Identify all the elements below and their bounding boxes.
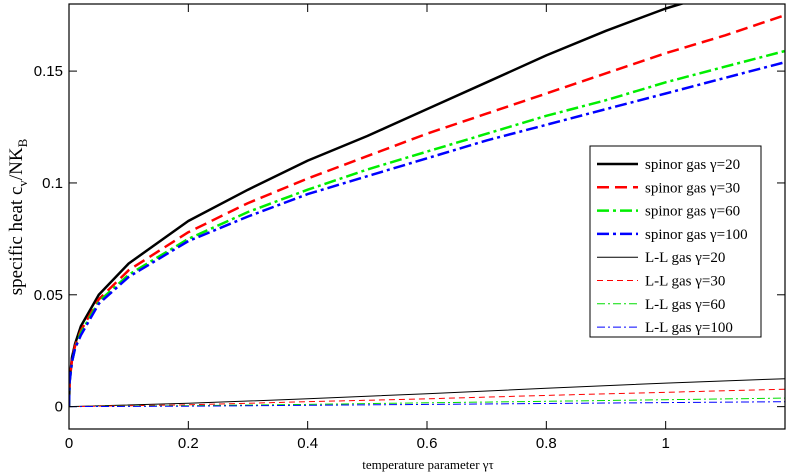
legend: spinor gas γ=20 spinor gas γ=30 spinor gas… — [589, 145, 762, 338]
legend-label: spinor gas γ=20 — [645, 157, 740, 173]
series-layer — [69, 4, 785, 408]
y-tick-label: 0.1 — [42, 175, 63, 192]
ticks-layer: 0 0.2 0.4 0.6 0.8 1 0 0.05 0.1 0.15 — [34, 4, 785, 452]
legend-box — [589, 145, 762, 338]
y-tick-label: 0.05 — [34, 287, 63, 304]
x-tick-label: 0.8 — [536, 435, 557, 452]
x-tick-label: 0.4 — [297, 435, 318, 452]
x-axis-label: temperature parameter γτ — [362, 457, 494, 472]
legend-label: L-L gas γ=60 — [645, 297, 725, 313]
y-tick-label: 0 — [55, 399, 63, 416]
series-line — [69, 60, 785, 407]
series-line — [69, 378, 785, 408]
legend-label: spinor gas γ=60 — [645, 204, 740, 220]
x-tick-label: 0 — [65, 435, 73, 452]
x-tick-label: 0.6 — [417, 435, 438, 452]
legend-label: L-L gas γ=20 — [645, 250, 725, 266]
legend-label: spinor gas γ=30 — [645, 180, 740, 196]
x-tick-label: 1 — [661, 435, 669, 452]
series-line — [69, 401, 785, 408]
y-tick-label: 0.15 — [34, 63, 63, 80]
x-tick-label: 0.2 — [178, 435, 199, 452]
legend-label: L-L gas γ=30 — [645, 274, 725, 290]
series-line — [69, 14, 785, 407]
y-axis-label: specific heat cv/NKB — [6, 138, 30, 295]
legend-label: L-L gas γ=100 — [645, 320, 733, 336]
legend-label: spinor gas γ=100 — [645, 227, 748, 243]
